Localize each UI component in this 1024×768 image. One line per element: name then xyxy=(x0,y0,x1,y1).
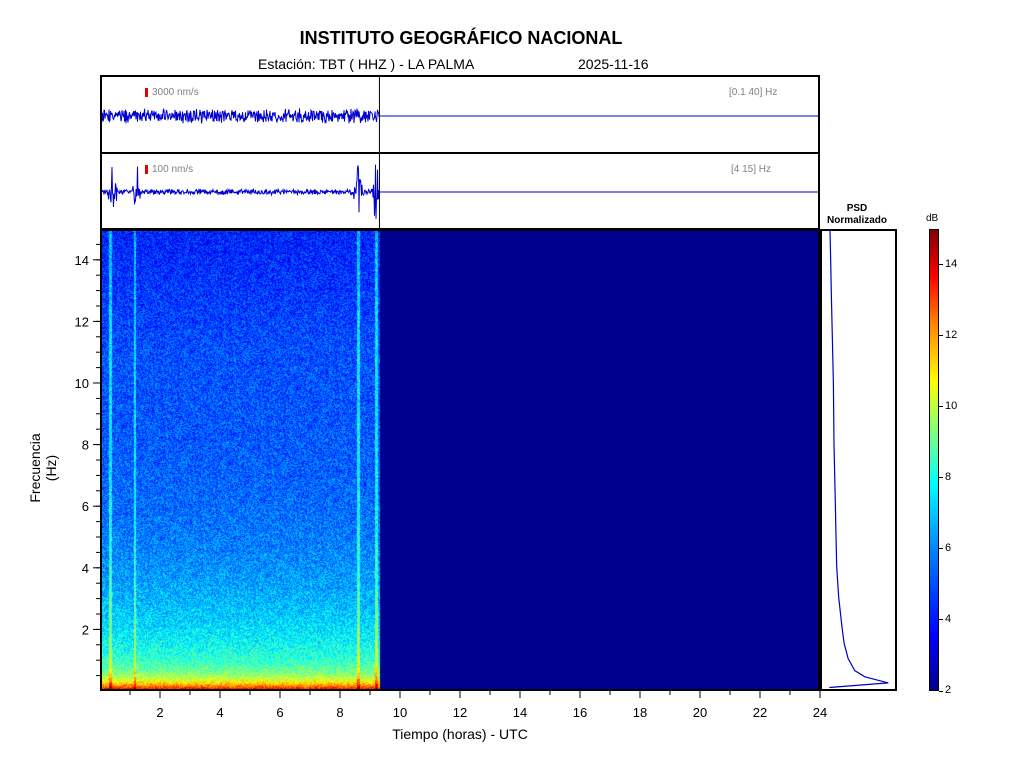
chart-title: INSTITUTO GEOGRÁFICO NACIONAL xyxy=(299,28,623,48)
x-tick-label: 16 xyxy=(573,705,587,720)
psd-curve xyxy=(829,231,889,689)
colorbar-tick-label: 4 xyxy=(945,612,952,625)
colorbar-tick-label: 8 xyxy=(945,470,952,483)
band-label-filtered: [4 15] Hz xyxy=(731,164,772,175)
colorbar-tick xyxy=(939,690,943,692)
psd-title-line1: PSD xyxy=(846,203,868,214)
colorbar xyxy=(929,229,939,691)
scale-label-broadband: 3000 nm/s xyxy=(152,87,199,98)
colorbar-tick xyxy=(939,264,943,266)
colorbar-unit: dB xyxy=(926,213,939,224)
psd-title-line2: Normalizado xyxy=(826,215,887,226)
x-tick-label: 14 xyxy=(513,705,527,720)
x-tick-label: 8 xyxy=(336,705,343,720)
y-tick-label: 10 xyxy=(75,376,89,391)
x-tick-label: 6 xyxy=(276,705,283,720)
x-axis-label: Tiempo (horas) - UTC xyxy=(392,726,528,742)
x-tick-label: 24 xyxy=(813,705,827,720)
colorbar-tick-label: 6 xyxy=(945,541,952,554)
date-label: 2025-11-16 xyxy=(578,56,649,72)
x-tick-label: 12 xyxy=(453,705,467,720)
scale-label-filtered: 100 nm/s xyxy=(152,164,194,175)
x-tick-label: 22 xyxy=(753,705,767,720)
colorbar-tick-label: 2 xyxy=(945,684,952,696)
colorbar-tick xyxy=(939,619,943,621)
spectrogram-frame xyxy=(100,229,820,691)
spectrogram-heatmap xyxy=(100,229,820,691)
trace-line xyxy=(102,164,818,219)
spectrogram-area xyxy=(100,229,820,691)
trace-line xyxy=(102,108,818,124)
trace-panel-filtered xyxy=(100,152,820,230)
colorbar-tick xyxy=(939,548,943,550)
colorbar-tick-label: 12 xyxy=(945,328,958,341)
y-tick-label: 12 xyxy=(75,314,89,329)
trace-broadband-plot xyxy=(102,77,818,152)
psd-plot xyxy=(829,231,889,689)
x-tick-label: 2 xyxy=(156,705,163,720)
y-tick-label: 2 xyxy=(82,622,89,637)
trace-filtered-plot xyxy=(102,154,818,228)
scale-bar-filtered xyxy=(145,165,148,174)
y-tick-label: 4 xyxy=(82,561,89,576)
x-tick-label: 10 xyxy=(393,705,407,720)
psd-title: PSD Normalizado xyxy=(818,203,896,227)
colorbar-tick xyxy=(939,406,943,408)
station-label: Estación: TBT ( HHZ ) - LA PALMA xyxy=(258,56,475,72)
y-tick-label: 6 xyxy=(82,499,89,514)
y-tick-label: 14 xyxy=(75,253,89,268)
colorbar-tick xyxy=(939,335,943,337)
x-tick-label: 20 xyxy=(693,705,707,720)
trace-panel-broadband xyxy=(100,75,820,154)
y-axis-label: Frecuencia (Hz) xyxy=(27,433,59,503)
scale-bar-broadband xyxy=(145,88,148,97)
x-tick-label: 4 xyxy=(216,705,223,720)
psd-panel xyxy=(820,229,897,691)
colorbar-tick-label: 10 xyxy=(945,399,958,412)
x-tick-label: 18 xyxy=(633,705,647,720)
colorbar-tick xyxy=(939,477,943,479)
colorbar-tick-label: 14 xyxy=(945,257,958,270)
band-label-broadband: [0.1 40] Hz xyxy=(729,87,778,98)
y-tick-label: 8 xyxy=(82,438,89,453)
